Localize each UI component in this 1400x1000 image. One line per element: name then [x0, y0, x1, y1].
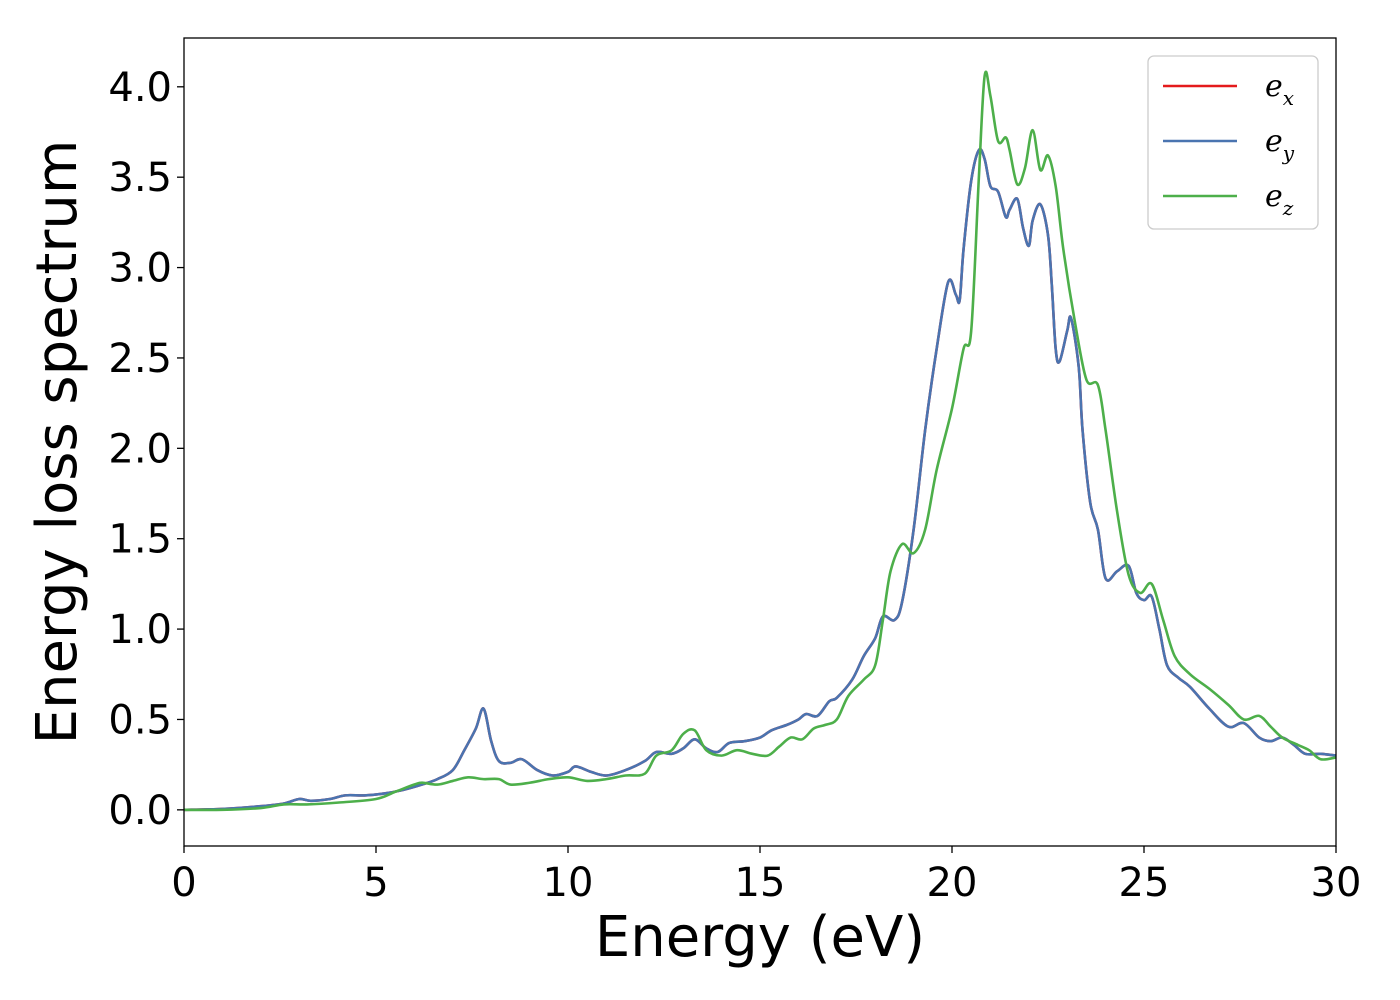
y-tick-label: 3.5 — [108, 155, 172, 201]
x-tick-label: 0 — [171, 860, 196, 906]
series-line-y — [184, 147, 1336, 812]
y-tick-label: 0.5 — [108, 697, 172, 743]
x-tick-label: 15 — [735, 860, 786, 906]
y-axis-label: Energy loss spectrum — [25, 140, 90, 745]
y-tick-label: 1.0 — [108, 607, 172, 653]
x-axis-ticks: 0 5 10 15 20 25 30 — [171, 846, 1361, 906]
legend-label-y: ey — [1265, 124, 1295, 165]
legend-label-z: ez — [1265, 179, 1294, 220]
legend-label-base: e — [1265, 69, 1283, 104]
legend-label-x: ex — [1265, 69, 1294, 110]
legend-box — [1147, 55, 1319, 230]
series-line-z — [184, 70, 1336, 812]
series-layer — [184, 70, 1336, 812]
x-tick-label: 30 — [1311, 860, 1362, 906]
y-tick-label: 2.5 — [108, 336, 172, 382]
y-tick-label: 3.0 — [108, 246, 172, 292]
legend-label-subscript: y — [1282, 141, 1295, 165]
x-tick-label: 5 — [363, 860, 388, 906]
legend-label-subscript: x — [1283, 86, 1294, 110]
legend-label-base: e — [1265, 124, 1283, 159]
legend-label-subscript: z — [1282, 196, 1294, 220]
x-tick-label: 20 — [927, 860, 978, 906]
x-tick-label: 10 — [543, 860, 594, 906]
y-tick-label: 1.5 — [108, 517, 172, 563]
x-axis-label: Energy (eV) — [595, 905, 925, 970]
y-tick-label: 0.0 — [108, 788, 172, 834]
y-tick-label: 2.0 — [108, 426, 172, 472]
x-tick-label: 25 — [1119, 860, 1170, 906]
legend-label-base: e — [1265, 179, 1283, 214]
y-axis-ticks: 0.0 0.5 1.0 1.5 2.0 2.5 3.0 3.5 4.0 — [108, 65, 184, 834]
y-tick-label: 4.0 — [108, 65, 172, 111]
